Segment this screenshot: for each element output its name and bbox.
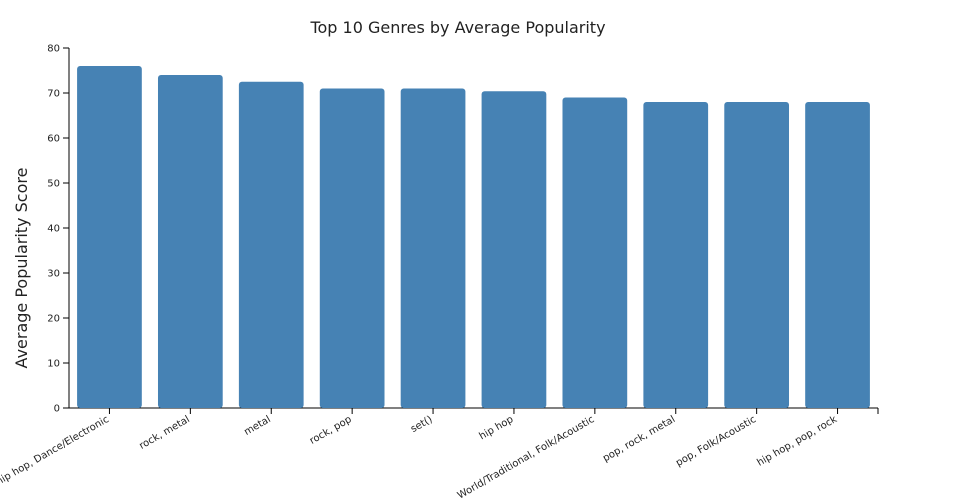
x-tick-label: World/Traditional, Folk/Acoustic [456,414,597,500]
y-tick-label: 0 [54,404,60,415]
bar[interactable] [238,81,304,408]
bar[interactable] [805,102,870,408]
y-tick-label: 30 [47,269,60,280]
bar[interactable] [724,102,790,408]
x-tick-label: pop, Folk/Acoustic [674,414,758,469]
x-tick-label: rock, pop [308,414,354,447]
y-tick-label: 80 [47,44,60,55]
bar[interactable] [319,88,385,409]
y-tick-label: 70 [47,89,60,100]
chart-title: Top 10 Genres by Average Popularity [309,18,605,37]
y-axis: 0 10 20 30 40 50 60 70 80 [47,44,70,415]
y-axis-title: Average Popularity Score [12,168,31,369]
y-tick-label: 60 [47,134,60,145]
y-tick-label: 50 [47,179,60,190]
bar[interactable] [157,75,223,408]
bar[interactable] [481,91,547,408]
bar[interactable] [643,102,709,408]
bar[interactable] [400,88,466,409]
x-tick-label: metal [242,414,272,438]
y-tick-label: 40 [47,224,60,235]
x-tick-label: hip hop [478,414,516,442]
x-tick-label: set() [409,414,435,435]
x-tick-label: pop, rock, metal [601,414,677,464]
y-tick-label: 20 [47,314,60,325]
x-tick-label: rock, metal [138,414,192,452]
x-axis: hip hop, Dance/Electronic rock, metal meta… [0,407,879,502]
x-tick-label: hip hop, Dance/Electronic [0,414,111,488]
y-tick-label: 10 [47,359,60,370]
x-tick-label: hip hop, pop, rock [755,414,839,469]
bar[interactable] [77,66,142,408]
bars-group [77,66,870,408]
bar[interactable] [562,97,628,409]
